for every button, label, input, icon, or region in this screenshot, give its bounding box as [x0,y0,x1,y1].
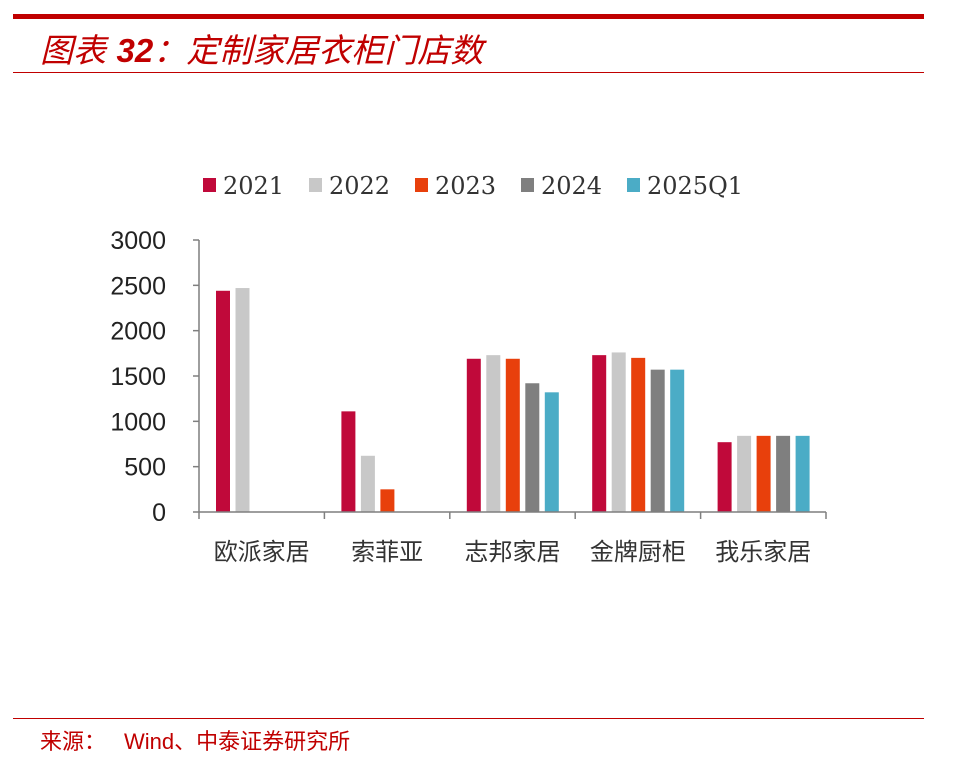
bar [611,352,626,512]
bar [525,383,540,512]
x-category-label: 我乐家居 [715,538,811,566]
legend-swatch [627,178,640,192]
bar [216,290,230,512]
title-separator: ： [153,31,187,70]
bar [466,358,481,512]
bar [650,369,665,512]
x-category-label: 索菲亚 [351,538,423,566]
source-note: 来源： Wind、中泰证券研究所 [40,724,350,756]
x-category-label: 欧派家居 [214,538,310,566]
bar [360,455,375,512]
source-text: Wind、中泰证券研究所 [124,729,351,754]
bar [631,357,646,512]
bar [776,435,791,512]
page-title: 图表 32：定制家居衣柜门店数 [40,24,483,72]
legend-swatch [309,178,322,192]
bar [486,355,501,512]
x-category-label: 金牌厨柜 [590,538,686,566]
y-tick-label: 0 [152,499,166,527]
title-text: 定制家居衣柜门店数 [186,31,484,70]
bar [670,369,685,512]
legend-label: 2022 [329,172,390,200]
title-prefix: 图表 [40,31,106,70]
x-axis: 欧派家居 索菲亚 志邦家居 金牌厨柜 我乐家居 [198,511,827,566]
bar [756,435,771,512]
bars [216,288,810,512]
y-tick-label: 1500 [110,363,166,391]
x-category-label: 志邦家居 [465,538,561,566]
bar [592,355,607,512]
legend-label: 2025Q1 [647,172,743,200]
y-tick-label: 2500 [110,272,166,300]
legend-swatch [415,178,428,192]
legend-swatch [521,178,534,192]
bar [341,411,356,512]
bottom-rule [13,718,924,719]
legend-label: 2024 [541,172,602,200]
chart-legend: 2021 2022 2023 2024 2025Q1 [203,172,743,200]
bar [795,435,810,512]
legend-label: 2023 [435,172,496,200]
bar [505,358,520,512]
legend-swatch [203,178,216,192]
source-label: 来源： [40,730,107,755]
bar [380,489,395,512]
y-tick-label: 500 [124,454,166,482]
y-tick-label: 1000 [110,408,166,436]
bar [235,288,250,512]
title-rule [13,72,924,73]
y-tick-label: 2000 [110,318,166,346]
bar [544,392,559,512]
y-axis: 0 500 1000 1500 2000 2500 3000 [110,227,200,527]
title-number: 32 [116,32,154,69]
bar [717,442,732,512]
top-rule [13,14,924,19]
bar [737,435,752,512]
legend-label: 2021 [223,172,284,200]
y-tick-label: 3000 [110,227,166,255]
